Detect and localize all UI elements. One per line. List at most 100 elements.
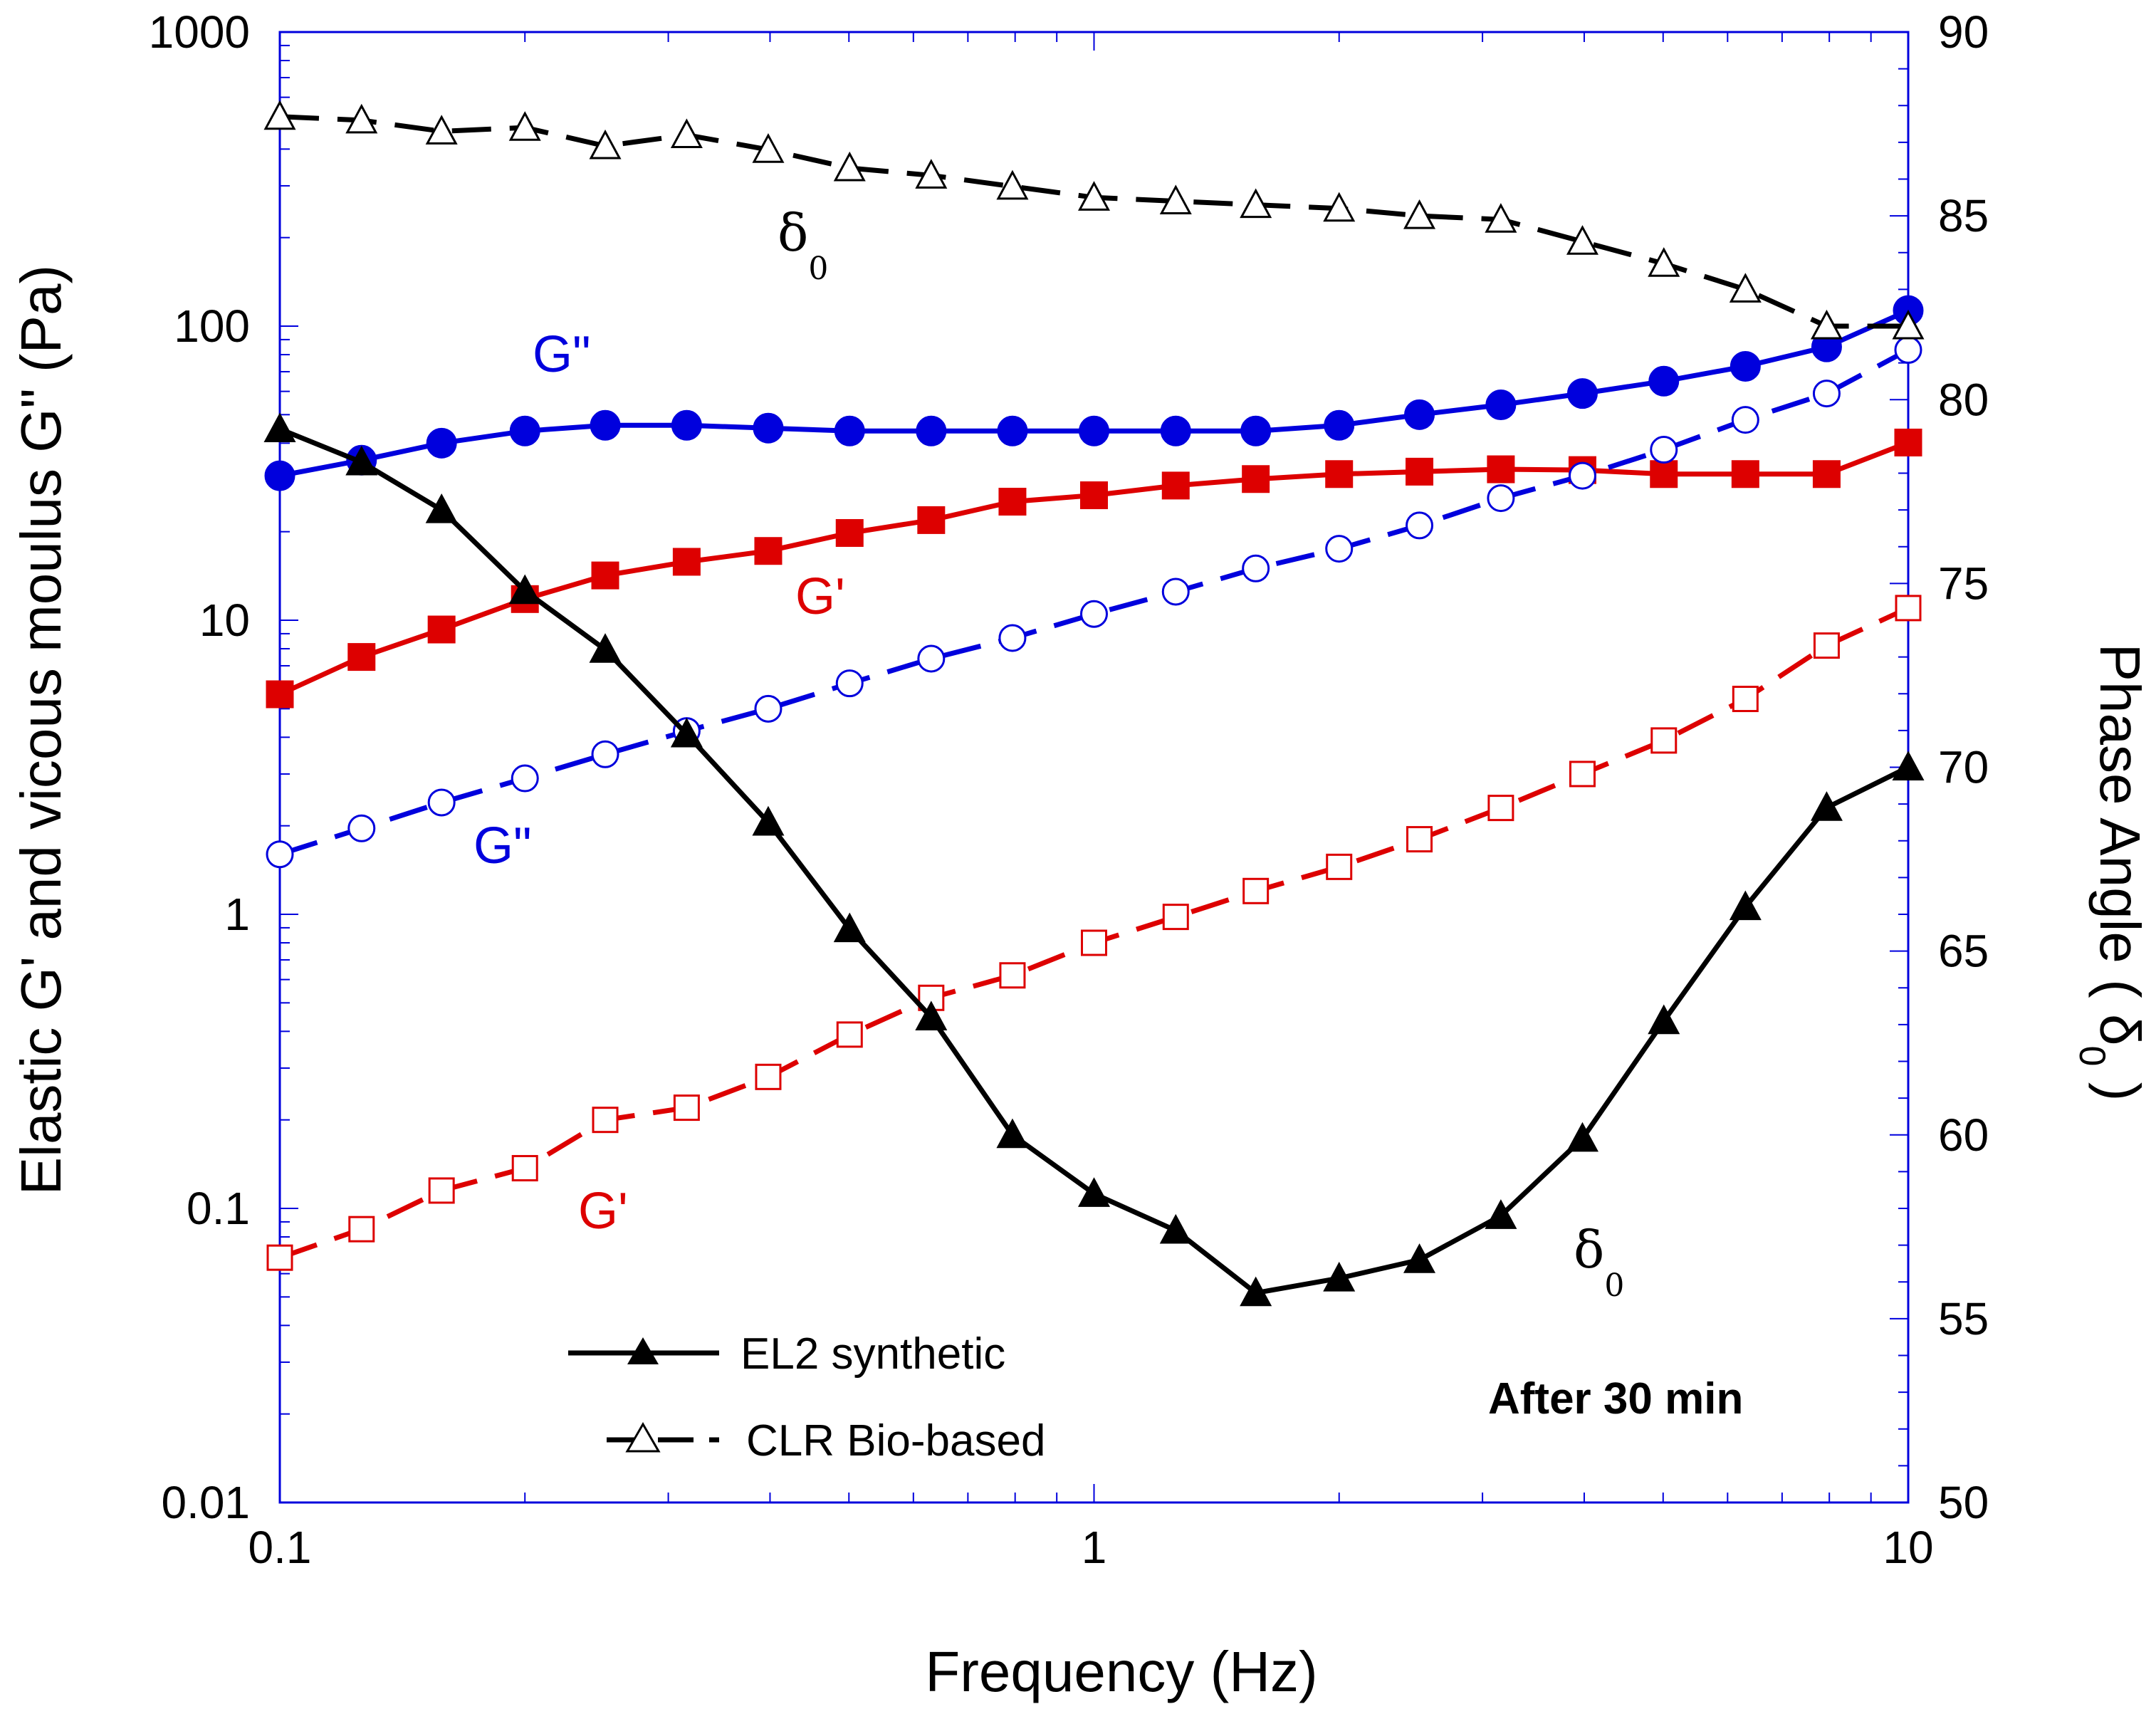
data-point bbox=[752, 805, 785, 836]
data-point bbox=[670, 717, 703, 748]
data-point bbox=[589, 129, 622, 160]
data-point bbox=[835, 518, 864, 547]
data-point bbox=[1894, 335, 1922, 364]
data-point bbox=[1325, 460, 1354, 488]
data-point bbox=[1895, 595, 1922, 622]
data-point bbox=[1729, 350, 1761, 382]
data-point bbox=[1485, 203, 1517, 233]
data-point bbox=[1810, 791, 1843, 821]
data-point bbox=[915, 1000, 948, 1031]
y-right-tick-label: 70 bbox=[1938, 742, 1989, 793]
data-point bbox=[1242, 554, 1270, 582]
y-right-tick-label: 65 bbox=[1938, 926, 1989, 977]
data-point bbox=[1648, 247, 1680, 277]
data-point bbox=[673, 1094, 700, 1122]
y-right-tick-label: 80 bbox=[1938, 374, 1989, 425]
y-left-tick-label: 10 bbox=[199, 595, 250, 646]
data-point bbox=[1892, 309, 1925, 340]
data-point bbox=[266, 840, 294, 869]
series-el2-synthetic bbox=[263, 412, 1925, 1307]
data-point bbox=[1406, 511, 1434, 540]
data-point bbox=[915, 159, 948, 189]
data-point bbox=[1566, 225, 1598, 255]
x-tick-label: 0.1 bbox=[248, 1522, 312, 1573]
data-point bbox=[1326, 853, 1353, 880]
data-point bbox=[425, 115, 458, 145]
data-point bbox=[1566, 1122, 1598, 1152]
data-point bbox=[1729, 890, 1762, 921]
data-point bbox=[427, 788, 456, 817]
y-axis-right-title-close: ) bbox=[2088, 1066, 2152, 1101]
data-point bbox=[427, 615, 456, 644]
data-point bbox=[347, 814, 376, 842]
y-left-tick-label: 100 bbox=[174, 300, 250, 352]
data-point bbox=[1729, 273, 1762, 303]
data-point bbox=[345, 103, 378, 134]
data-point bbox=[1325, 535, 1354, 563]
data-point bbox=[266, 680, 294, 709]
data-point bbox=[1813, 632, 1840, 659]
data-point bbox=[508, 574, 541, 605]
y-right-tick-label: 55 bbox=[1938, 1293, 1989, 1344]
y-axis-right-title-main: Phase Angle ( δ bbox=[2088, 644, 2152, 1046]
label-delta-el2-sub: 0 bbox=[1604, 1268, 1624, 1304]
data-point bbox=[754, 537, 783, 565]
data-point bbox=[998, 488, 1027, 516]
data-point bbox=[428, 1177, 455, 1204]
data-point bbox=[1731, 406, 1759, 434]
data-point bbox=[1403, 199, 1436, 229]
label-delta-el2: δ0 bbox=[1574, 1220, 1624, 1304]
y-right-tick-label: 60 bbox=[1938, 1109, 1989, 1161]
data-point bbox=[1323, 192, 1356, 222]
y-axis-right-title-sub: 0 bbox=[2071, 1046, 2113, 1067]
data-point bbox=[264, 460, 295, 491]
data-point bbox=[508, 111, 541, 141]
series-g-clr-bio-based bbox=[266, 335, 1922, 869]
legend-marker-clr bbox=[625, 1422, 661, 1453]
data-point bbox=[1079, 415, 1109, 446]
data-point bbox=[1732, 686, 1759, 713]
label-delta-el2-symbol: δ bbox=[1574, 1220, 1604, 1280]
y-left-tick-label: 0.1 bbox=[187, 1183, 250, 1234]
y-right-tick-label: 50 bbox=[1938, 1477, 1989, 1528]
data-point bbox=[1324, 409, 1355, 441]
data-point bbox=[345, 445, 378, 476]
data-point bbox=[347, 643, 376, 671]
y-left-tick-label: 1 bbox=[224, 889, 250, 940]
data-point bbox=[1080, 600, 1108, 628]
data-point bbox=[997, 415, 1028, 446]
series-g-el2-synthetic bbox=[266, 428, 1922, 709]
data-point bbox=[263, 412, 296, 443]
data-point bbox=[1648, 365, 1680, 397]
data-point bbox=[1485, 1199, 1517, 1229]
data-point bbox=[263, 100, 296, 130]
label-delta-clr-symbol: δ bbox=[778, 203, 808, 263]
data-point bbox=[996, 169, 1029, 200]
data-point bbox=[754, 694, 783, 723]
data-point bbox=[1162, 904, 1189, 931]
data-point bbox=[1240, 415, 1272, 446]
data-point bbox=[1240, 188, 1272, 219]
data-point bbox=[1406, 457, 1434, 486]
data-point bbox=[1323, 1261, 1356, 1292]
data-point bbox=[1160, 415, 1191, 446]
label-delta-clr: δ0 bbox=[778, 203, 828, 287]
data-point bbox=[348, 1216, 375, 1243]
data-point bbox=[1566, 378, 1598, 409]
data-point bbox=[1404, 399, 1435, 430]
y-left-tick-label: 1000 bbox=[149, 6, 250, 58]
data-point bbox=[755, 1063, 782, 1090]
y-right-tick-label: 85 bbox=[1938, 190, 1989, 241]
axis-ticks bbox=[279, 31, 1908, 1503]
data-point bbox=[998, 624, 1027, 652]
data-point bbox=[1892, 751, 1925, 780]
data-point bbox=[671, 409, 702, 441]
data-point bbox=[266, 1244, 293, 1271]
label-g-prime-solid: G' bbox=[795, 568, 845, 625]
label-delta-clr-sub: 0 bbox=[808, 251, 828, 287]
label-g-prime-dashed: G' bbox=[578, 1183, 628, 1240]
data-point bbox=[1406, 826, 1433, 853]
series-clr-bio-based bbox=[263, 100, 1925, 340]
